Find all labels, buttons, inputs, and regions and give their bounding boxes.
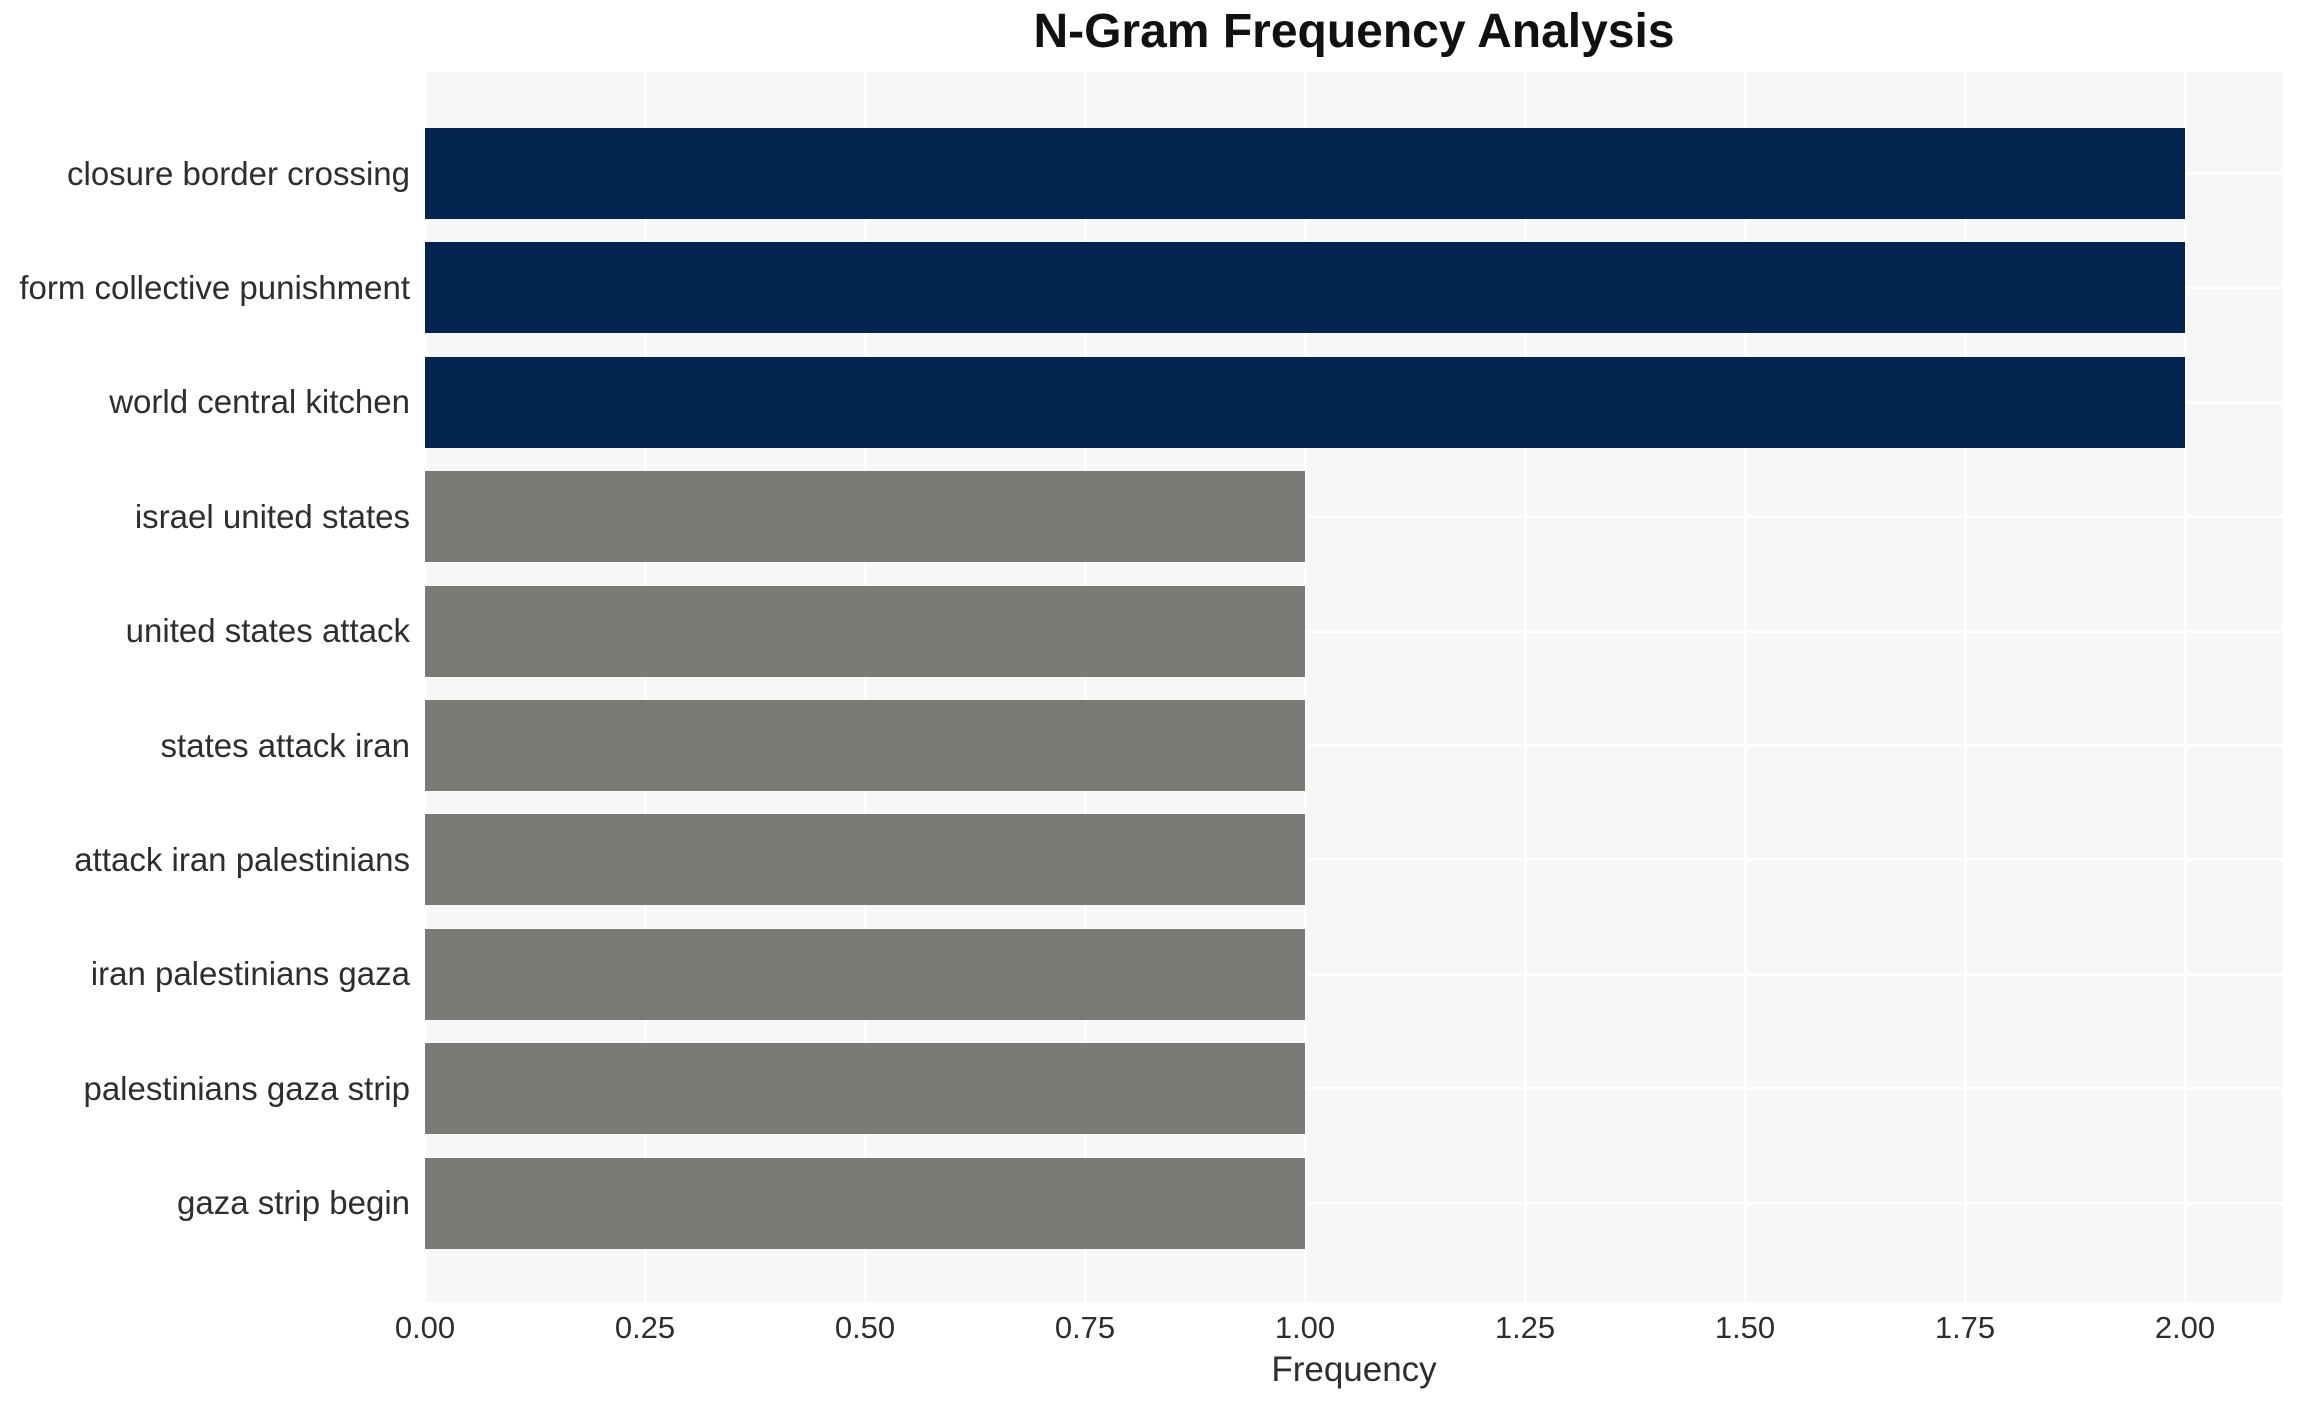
bar	[425, 1043, 1305, 1135]
x-tick-label: 1.50	[1714, 1310, 1776, 1345]
bar	[425, 814, 1305, 906]
x-gridline	[1303, 72, 1307, 1302]
y-gridline	[425, 858, 2283, 862]
chart-title: N-Gram Frequency Analysis	[1033, 5, 1675, 58]
x-tick-label: 1.25	[1494, 1310, 1556, 1345]
x-tick-label: 0.00	[394, 1310, 456, 1345]
x-gridline	[1963, 72, 1967, 1302]
y-gridline	[425, 1201, 2283, 1205]
y-category-label: gaza strip begin	[177, 1184, 410, 1222]
y-category-label: states attack iran	[160, 726, 410, 764]
y-category-label: closure border crossing	[67, 154, 410, 192]
y-category-label: attack iran palestinians	[74, 840, 410, 878]
y-gridline	[425, 744, 2283, 747]
y-axis-labels: closure border crossing form collective p…	[0, 72, 410, 1302]
y-gridline	[425, 1087, 2283, 1091]
y-gridline	[425, 629, 2283, 633]
bar	[425, 585, 1305, 677]
x-gridline	[863, 72, 867, 1302]
y-category-label: israel united states	[134, 497, 410, 535]
bar	[425, 1157, 1305, 1249]
bar	[425, 242, 2185, 334]
bar	[425, 700, 1305, 791]
y-category-label: world central kitchen	[109, 383, 410, 421]
bar	[425, 128, 2185, 219]
x-gridline	[2183, 72, 2187, 1302]
x-tick-label: 1.75	[1934, 1310, 1996, 1345]
x-gridline	[425, 72, 427, 1302]
plot-area	[425, 72, 2283, 1302]
x-gridline	[1743, 72, 1747, 1302]
x-tick-label: 2.00	[2154, 1310, 2216, 1345]
y-gridline	[425, 515, 2283, 519]
bar	[425, 471, 1305, 563]
y-category-label: united states attack	[125, 612, 410, 650]
x-tick-label: 0.50	[834, 1310, 896, 1345]
y-gridline	[425, 972, 2283, 976]
x-tick-label: 0.75	[1054, 1310, 1116, 1345]
y-category-label: iran palestinians gaza	[90, 955, 410, 993]
y-category-label: form collective punishment	[19, 268, 410, 306]
x-axis-ticks: 0.00 0.25 0.50 0.75 1.00 1.25 1.50 1.75 2.00	[0, 1308, 2304, 1348]
x-axis-title: Frequency	[1271, 1350, 1437, 1389]
x-gridline	[1083, 72, 1087, 1302]
y-category-label: palestinians gaza strip	[83, 1069, 410, 1107]
bar	[425, 928, 1305, 1020]
x-gridline	[1523, 72, 1527, 1302]
bar	[425, 356, 2185, 448]
x-tick-label: 0.25	[614, 1310, 676, 1345]
x-gridline	[643, 72, 647, 1302]
x-tick-label: 1.00	[1274, 1310, 1336, 1345]
